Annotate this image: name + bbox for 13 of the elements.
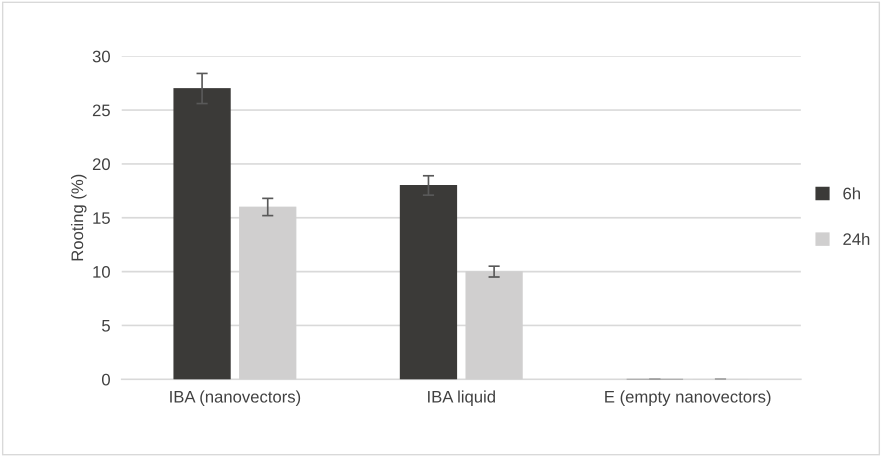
y-tick-label: 20 xyxy=(92,158,110,170)
legend-label: 24h xyxy=(843,232,870,245)
y-tick-label: 10 xyxy=(93,266,110,278)
y-tick-label: 30 xyxy=(92,50,110,62)
y-axis-title: Rooting (%) xyxy=(70,174,87,260)
x-tick-label: IBA (nanovectors) xyxy=(170,390,300,406)
legend-label: 6h xyxy=(843,187,860,200)
y-tick-label: 5 xyxy=(102,320,110,332)
y-tick-label: 25 xyxy=(92,104,110,116)
y-tick-label: 15 xyxy=(93,212,110,224)
x-tick-label: IBA liquid xyxy=(428,390,495,406)
x-tick-label: E (empty nanovectors) xyxy=(605,390,770,406)
y-tick-label: 0 xyxy=(102,374,110,386)
